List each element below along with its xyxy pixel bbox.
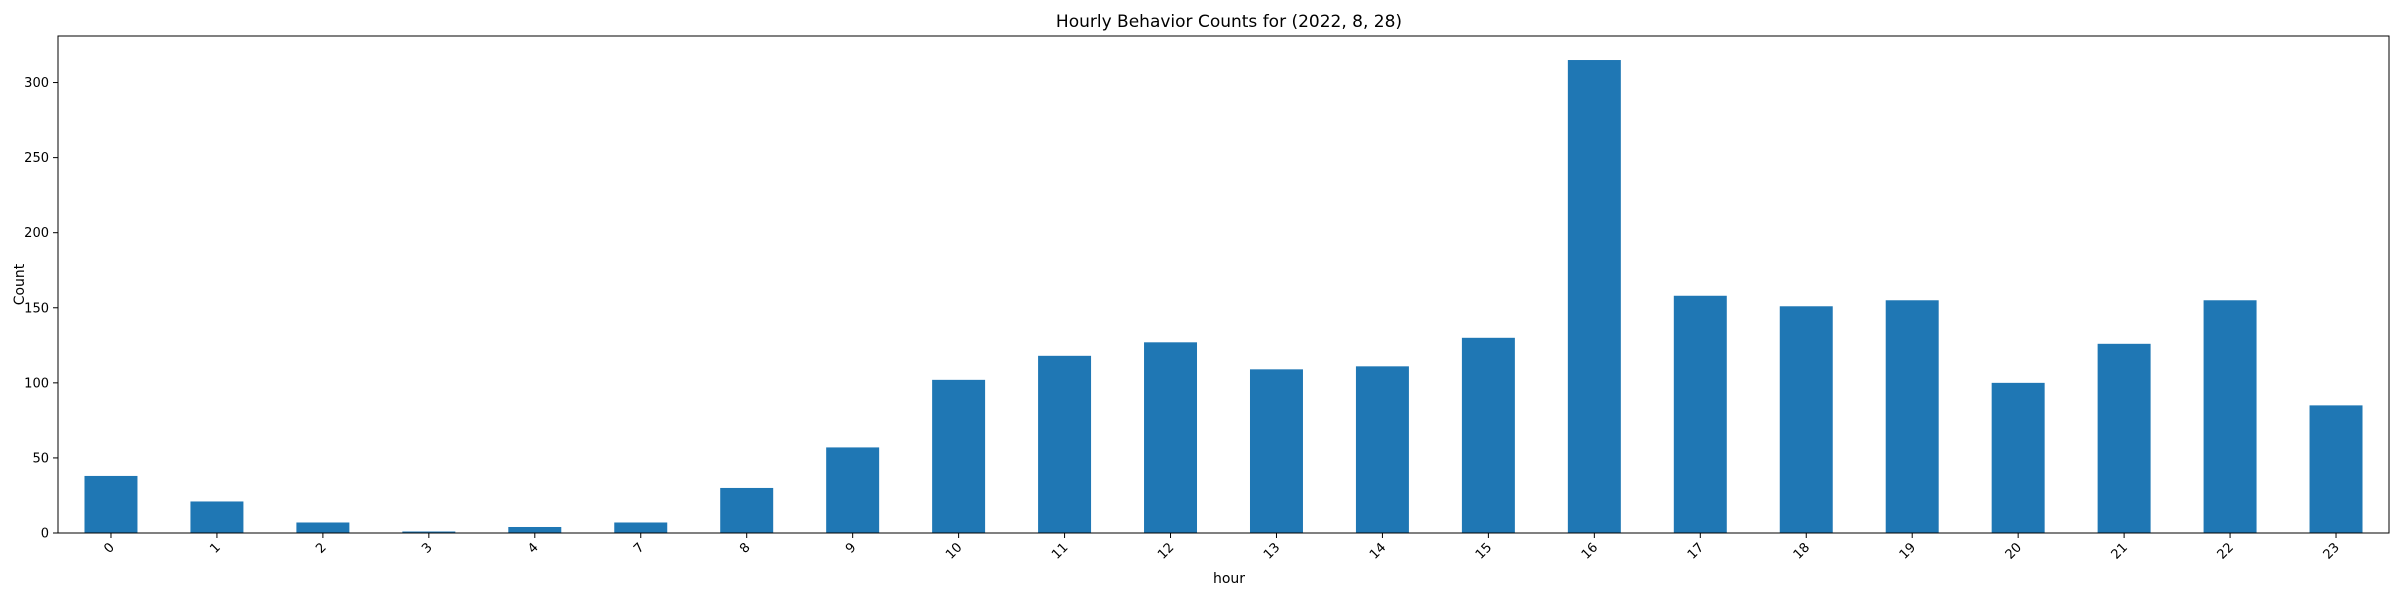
- bar-hour-4: [508, 526, 562, 533]
- x-tick-label: 9: [843, 540, 859, 556]
- x-tick-label: 21: [2109, 540, 2131, 562]
- bar-hour-20: [1991, 382, 2045, 533]
- x-tick-label: 0: [101, 540, 117, 556]
- x-tick-label: 7: [631, 540, 647, 556]
- bar-hour-18: [1779, 306, 1833, 533]
- bar-hour-19: [1885, 300, 1939, 533]
- bar-hour-0: [84, 475, 138, 533]
- bar-hour-10: [932, 379, 986, 533]
- x-tick-label: 16: [1579, 540, 1601, 562]
- bar-hour-2: [296, 522, 350, 533]
- bar-hour-21: [2097, 343, 2151, 533]
- bar-hour-3: [402, 531, 456, 533]
- y-axis-label: Count: [12, 263, 28, 305]
- y-tick-label: 0: [41, 527, 49, 542]
- bar-hour-9: [826, 447, 880, 533]
- bar-hour-12: [1144, 342, 1198, 533]
- x-tick-label: 8: [737, 540, 753, 556]
- y-tick-label: 50: [32, 451, 49, 466]
- chart-title: Hourly Behavior Counts for (2022, 8, 28): [1056, 12, 1402, 32]
- bar-hour-17: [1673, 295, 1727, 533]
- x-tick-label: 19: [1897, 540, 1919, 562]
- bar-hour-1: [190, 501, 244, 533]
- bar-hour-8: [720, 487, 774, 533]
- y-tick-label: 300: [24, 76, 49, 91]
- x-tick-label: 2: [313, 540, 329, 556]
- bar-hour-16: [1567, 60, 1621, 533]
- bar-hour-15: [1461, 337, 1515, 533]
- bar-hour-11: [1038, 355, 1092, 533]
- x-tick-label: 12: [1155, 540, 1177, 562]
- x-tick-label: 20: [2003, 540, 2025, 562]
- x-tick-label: 1: [207, 540, 223, 556]
- x-tick-label: 18: [1791, 540, 1813, 562]
- x-tick-label: 4: [525, 540, 541, 556]
- y-axis: 0 50 100 150 200 250 300: [24, 76, 58, 542]
- bar-hour-23: [2309, 405, 2363, 533]
- x-tick-label: 10: [943, 540, 965, 562]
- x-tick-label: 15: [1473, 540, 1495, 562]
- x-tick-label: 22: [2215, 540, 2237, 562]
- bar-hour-7: [614, 522, 668, 533]
- y-tick-label: 200: [24, 226, 49, 241]
- bar-hour-14: [1355, 366, 1409, 533]
- x-tick-label: 17: [1685, 540, 1707, 562]
- bar-hour-22: [2203, 300, 2257, 533]
- x-tick-label: 23: [2321, 540, 2343, 562]
- bars-group: [84, 60, 2363, 533]
- y-tick-label: 150: [24, 301, 49, 316]
- y-tick-label: 250: [24, 151, 49, 166]
- x-tick-label: 11: [1049, 540, 1071, 562]
- plot-frame: [57, 35, 2390, 534]
- x-axis-label: hour: [1213, 571, 1245, 587]
- x-axis: 0 1 2 3 4 7 8 9 10 11 12 13 14 15 16 17 18 19 20 21 22 23: [101, 533, 2343, 563]
- y-tick-label: 100: [24, 376, 49, 391]
- x-tick-label: 3: [419, 540, 435, 556]
- x-tick-label: 13: [1261, 540, 1283, 562]
- x-tick-label: 14: [1367, 540, 1389, 562]
- bar-hour-13: [1249, 369, 1303, 533]
